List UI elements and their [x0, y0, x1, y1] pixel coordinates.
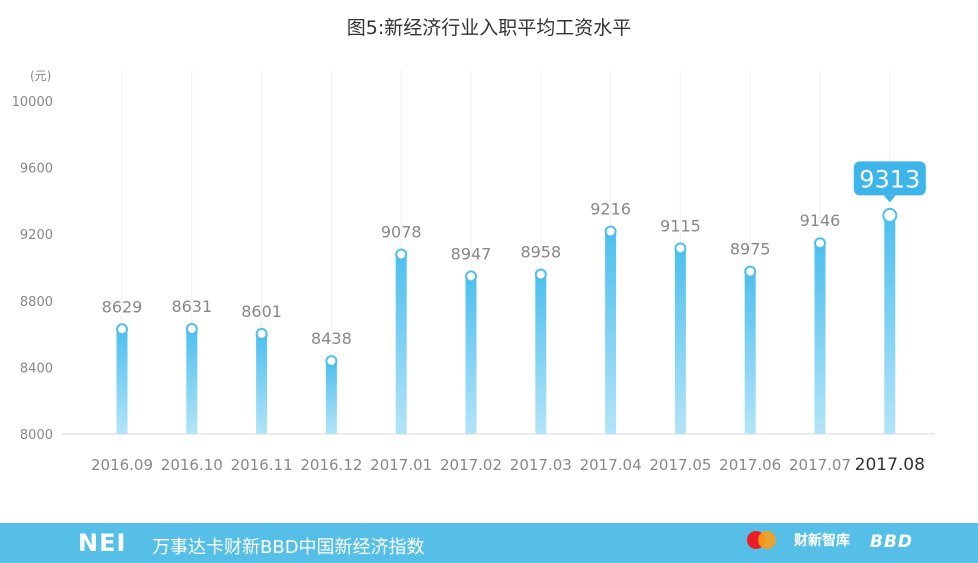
- bar: [325, 361, 337, 434]
- data-label: 8601: [241, 302, 282, 321]
- data-label: 8438: [311, 329, 352, 348]
- callout-pointer: [883, 195, 896, 203]
- chart-title: 图5:新经济行业入职平均工资水平: [347, 17, 632, 39]
- bar-marker: [882, 207, 898, 223]
- bar: [814, 243, 826, 434]
- x-tick-label: 2017.01: [370, 456, 432, 474]
- x-tick-label: 2017.03: [510, 456, 572, 474]
- data-label: 8631: [171, 297, 212, 316]
- bar-marker: [325, 355, 338, 368]
- bar: [744, 271, 756, 434]
- y-tick-label: 9600: [20, 162, 53, 177]
- x-tick-label: 2016.10: [161, 456, 223, 474]
- bar-marker: [395, 248, 408, 261]
- x-tick-label: 2016.12: [300, 456, 362, 474]
- x-tick-label: 2017.04: [580, 456, 642, 474]
- bars: [116, 207, 898, 434]
- footer-title: 万事达卡财新BBD中国新经济指数: [152, 537, 425, 558]
- y-axis-ticks: 8000 8400 8800 9200 9600 10000: [12, 95, 53, 443]
- wage-chart: 图5:新经济行业入职平均工资水平 (元) 8000 8400 8800 9200 960…: [12, 17, 935, 475]
- data-label: 9115: [660, 216, 701, 235]
- bar: [465, 276, 477, 434]
- x-tick-label: 2016.11: [231, 456, 293, 474]
- highlight-callout: [853, 161, 926, 196]
- bar: [395, 254, 407, 434]
- bar-marker: [255, 327, 268, 340]
- data-label: 9146: [800, 211, 841, 230]
- data-label: 9216: [590, 200, 631, 219]
- bar: [256, 333, 268, 434]
- data-label: 8947: [451, 244, 492, 263]
- value-labels: 8629 8631 8601 8438 9078 8947 8958 9216 9115 8975…: [102, 161, 926, 348]
- data-label-highlight: 9313: [859, 165, 920, 193]
- bar: [884, 215, 896, 434]
- bar: [535, 274, 547, 434]
- bar: [186, 328, 198, 434]
- x-axis-ticks: 2016.09 2016.10 2016.11 2016.12 2017.01 2017.…: [91, 455, 925, 475]
- mastercard-yellow-circle-icon: [758, 531, 776, 549]
- bar-marker: [534, 268, 547, 281]
- bbd-logo: BBD: [870, 532, 914, 552]
- y-tick-label: 8000: [20, 428, 53, 443]
- data-label: 8629: [102, 297, 143, 316]
- bar-marker: [185, 322, 198, 335]
- nei-logo: NEI: [78, 529, 127, 557]
- x-tick-label: 2016.09: [91, 456, 153, 474]
- x-tick-label: 2017.02: [440, 456, 502, 474]
- bar: [116, 329, 128, 434]
- mastercard-logo: [745, 529, 779, 557]
- bar-marker: [465, 270, 477, 283]
- data-label: 8975: [730, 240, 771, 259]
- bar-marker: [814, 237, 826, 250]
- bar-marker: [674, 242, 687, 255]
- grid-lines: [121, 70, 891, 434]
- data-label: 8958: [520, 242, 561, 261]
- caixin-logo: 财新智库: [794, 533, 850, 549]
- bar: [605, 231, 617, 434]
- x-tick-label: 2017.05: [649, 456, 711, 474]
- y-tick-label: 10000: [12, 95, 53, 110]
- y-axis-unit: (元): [30, 69, 51, 83]
- y-tick-label: 9200: [20, 228, 53, 243]
- data-label: 9078: [381, 223, 422, 242]
- bar-marker: [604, 225, 617, 238]
- x-tick-label: 2017.08: [855, 455, 925, 475]
- y-tick-label: 8400: [20, 361, 53, 376]
- y-tick-label: 8800: [20, 295, 53, 310]
- x-tick-label: 2017.07: [789, 456, 851, 474]
- bar-marker: [744, 265, 757, 278]
- x-tick-label: 2017.06: [719, 456, 781, 474]
- bar: [674, 248, 686, 434]
- footer-banner: NEI 万事达卡财新BBD中国新经济指数 财新智库 BBD: [0, 523, 978, 563]
- bar-marker: [116, 323, 128, 336]
